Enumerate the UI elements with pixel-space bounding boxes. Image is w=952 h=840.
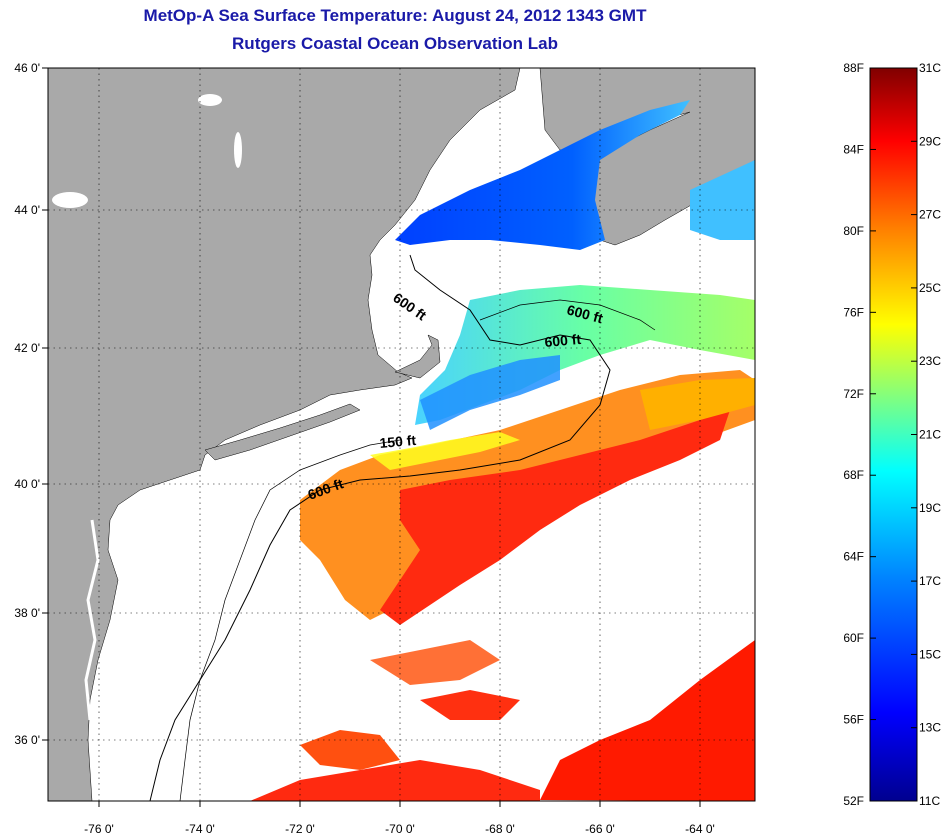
land-cape-cod xyxy=(394,334,441,379)
sst-southeast-hot xyxy=(540,640,755,801)
latitude-labels: 46 0' 44 0' 42 0' 40 0' 38 0' 36 0' xyxy=(14,61,48,747)
graticule xyxy=(48,68,755,801)
sst-gulf-of-maine xyxy=(395,100,690,250)
cb-c-label: 13C xyxy=(919,721,941,735)
lat-tick-label: 38 0' xyxy=(14,606,40,620)
cb-c-label: 25C xyxy=(919,281,941,295)
colorbar xyxy=(869,67,918,802)
cb-c-label: 31C xyxy=(919,61,941,75)
cb-f-label: 56F xyxy=(843,713,864,727)
lake xyxy=(198,94,222,106)
lake xyxy=(234,132,242,168)
cb-c-label: 15C xyxy=(919,647,941,661)
lat-tick-label: 36 0' xyxy=(14,733,40,747)
contour-label: 600 ft xyxy=(544,331,582,350)
sst-yellow-front xyxy=(370,432,520,470)
cb-f-label: 80F xyxy=(843,224,864,238)
lon-tick-label: -72 0' xyxy=(285,822,315,836)
cb-f-label: 68F xyxy=(843,468,864,482)
land-long-island xyxy=(204,403,361,461)
lon-tick-label: -68 0' xyxy=(485,822,515,836)
longitude-labels: -76 0' -74 0' -72 0' -70 0' -68 0' -66 0' -64 … xyxy=(84,801,715,836)
contour-gulf xyxy=(479,299,656,331)
chesapeake-bay xyxy=(84,519,100,721)
sst-south-patch xyxy=(420,690,520,720)
cb-c-label: 29C xyxy=(919,134,941,148)
colorbar-celsius-labels: 31C 29C 27C 25C 23C 21C 19C 17C 15C 13C 11C xyxy=(911,61,941,808)
contour-600ft xyxy=(149,254,611,801)
map-subtitle: Rutgers Coastal Ocean Observation Lab xyxy=(232,34,558,53)
map-border xyxy=(47,67,756,802)
contour-150ft xyxy=(179,439,401,801)
sst-southeast-hot xyxy=(250,760,540,801)
sst-south-patch xyxy=(300,730,400,770)
contour-label: 150 ft xyxy=(379,432,417,451)
sst-orange-east xyxy=(640,378,755,430)
cb-c-label: 19C xyxy=(919,501,941,515)
colorbar-fahrenheit-labels: 88F 84F 80F 76F 72F 68F 64F 60F 56F 52F xyxy=(843,61,876,808)
lon-tick-label: -74 0' xyxy=(185,822,215,836)
lon-tick-label: -76 0' xyxy=(84,822,114,836)
lat-tick-label: 46 0' xyxy=(14,61,40,75)
cb-f-label: 60F xyxy=(843,631,864,645)
sst-hot-band xyxy=(380,410,730,625)
lat-tick-label: 42 0' xyxy=(14,341,40,355)
cb-f-label: 52F xyxy=(843,794,864,808)
lon-tick-label: -66 0' xyxy=(585,822,615,836)
cb-f-label: 88F xyxy=(843,61,864,75)
cb-c-label: 27C xyxy=(919,208,941,222)
cb-f-label: 84F xyxy=(843,142,864,156)
cb-c-label: 23C xyxy=(919,354,941,368)
cb-c-label: 17C xyxy=(919,574,941,588)
lon-tick-label: -64 0' xyxy=(685,822,715,836)
lat-tick-label: 40 0' xyxy=(14,477,40,491)
cb-f-label: 72F xyxy=(843,387,864,401)
sst-bay-of-fundy-warm xyxy=(690,160,755,240)
sst-blue-streak xyxy=(420,355,560,430)
cb-f-label: 64F xyxy=(843,550,864,564)
sst-mid-south xyxy=(370,640,500,685)
cb-c-label: 11C xyxy=(919,794,940,808)
map-title: MetOp-A Sea Surface Temperature: August … xyxy=(143,6,647,25)
land-mainland xyxy=(48,68,521,801)
lat-tick-label: 44 0' xyxy=(14,203,40,217)
lon-tick-label: -70 0' xyxy=(385,822,415,836)
lake xyxy=(52,192,88,208)
cb-f-label: 76F xyxy=(843,305,864,319)
cb-c-label: 21C xyxy=(919,428,941,442)
